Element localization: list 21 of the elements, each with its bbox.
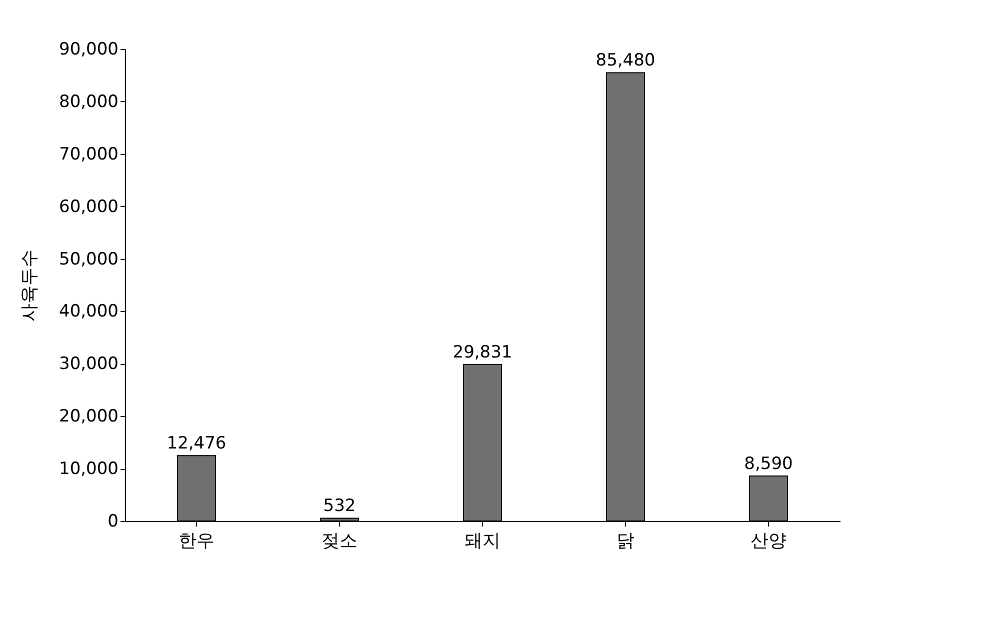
data-label: 532 <box>323 496 356 516</box>
data-label: 29,831 <box>452 342 512 363</box>
y-tick-label: 90,000 <box>59 40 118 60</box>
y-tick-label: 80,000 <box>59 92 118 112</box>
x-tick-label: 한우 <box>178 530 214 552</box>
y-tick-label: 40,000 <box>59 302 118 322</box>
x-tick-label: 산양 <box>750 530 786 552</box>
y-tick-label: 50,000 <box>59 249 118 270</box>
x-tick-label: 닭 <box>616 530 634 552</box>
x-tick-label: 젖소 <box>322 530 358 552</box>
y-tick-label: 10,000 <box>59 459 118 480</box>
y-tick-label: 70,000 <box>59 144 118 164</box>
y-tick-label: 0 <box>108 512 118 532</box>
y-tick-label: 20,000 <box>59 406 118 427</box>
data-label: 12,476 <box>166 434 226 454</box>
y-axis-title: 사육두수 <box>19 250 40 322</box>
y-tick-label: 60,000 <box>59 196 118 217</box>
x-tick-label: 돼지 <box>464 530 500 552</box>
data-label: 8,590 <box>744 454 793 474</box>
y-tick-label: 30,000 <box>59 354 118 374</box>
data-label: 85,480 <box>596 50 656 71</box>
